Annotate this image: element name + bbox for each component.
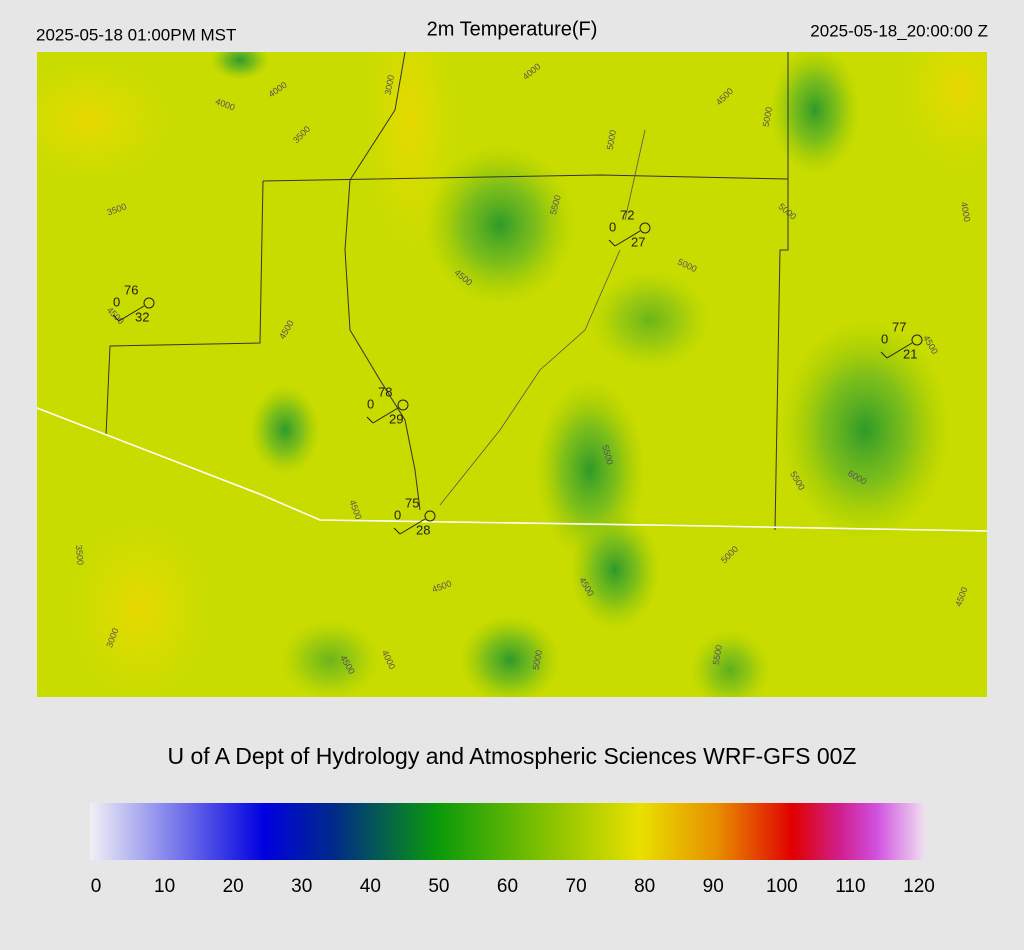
- route-line: [37, 407, 987, 532]
- boundaries: [105, 52, 789, 531]
- wind-speed: 32: [135, 309, 149, 324]
- temperature: 78: [378, 384, 392, 399]
- wind-barb: [880, 342, 913, 359]
- local-time: 2025-05-18 01:00PM MST: [36, 25, 236, 44]
- wind-barb: [112, 305, 145, 322]
- dewpoint: 0: [394, 507, 401, 522]
- colorbar-tick-label: 70: [566, 876, 587, 897]
- temperature: 75: [405, 495, 419, 510]
- cool-area: [210, 52, 270, 80]
- temperature: 72: [620, 207, 634, 222]
- colorbar-ticks: 0 10 20 30 40 50 60 70 80 90 100 110 120: [91, 876, 935, 897]
- temperature: 76: [124, 282, 138, 297]
- contour-label: 5000: [531, 649, 544, 670]
- cool-area: [425, 145, 575, 305]
- footer: U of A Dept of Hydrology and Atmospheric…: [167, 743, 856, 769]
- station-circle: [911, 334, 923, 346]
- cool-area: [570, 510, 660, 630]
- colorbar-tick-label: 100: [766, 876, 798, 897]
- cool-area: [590, 270, 710, 370]
- colorbar-tick-label: 0: [91, 876, 102, 897]
- cool-area: [250, 385, 320, 475]
- warm-area: [70, 520, 210, 697]
- dewpoint: 0: [367, 396, 374, 411]
- colorbar-tick-label: 10: [154, 876, 175, 897]
- colorbar-tick-label: 30: [291, 876, 312, 897]
- cool-area: [460, 615, 560, 697]
- colorbar-tick-label: 110: [835, 876, 865, 897]
- wind-speed: 28: [416, 522, 430, 537]
- wind-barb: [366, 407, 399, 424]
- colorbar-tick-label: 90: [703, 876, 724, 897]
- dewpoint: 0: [881, 331, 888, 346]
- wind-speed: 29: [389, 411, 403, 426]
- station-circle: [397, 399, 409, 411]
- station-circle: [639, 222, 651, 234]
- dewpoint: 0: [113, 294, 120, 309]
- contour-label: 5000: [761, 106, 774, 127]
- colorbar: [90, 803, 925, 860]
- wind-barb: [608, 230, 641, 247]
- colorbar-tick-label: 20: [223, 876, 244, 897]
- colorbar-tick-label: 80: [634, 876, 655, 897]
- wind-speed: 27: [631, 234, 645, 249]
- stations: 76 0 32 72 0 27 77 0 21 78 0 29 75 0 28: [112, 207, 923, 537]
- contour-label: 5500: [711, 644, 724, 665]
- wind-speed: 21: [903, 346, 917, 361]
- contour-label: 5000: [605, 129, 618, 150]
- contour-label: 3000: [383, 74, 396, 95]
- colorbar-tick-label: 50: [428, 876, 449, 897]
- contour-label: 3500: [74, 545, 86, 566]
- dewpoint: 0: [609, 219, 616, 234]
- colorbar-tick-label: 60: [497, 876, 518, 897]
- cool-area: [780, 320, 950, 540]
- cool-area: [770, 52, 860, 175]
- map-title: 2m Temperature(F): [427, 18, 598, 40]
- utc-time: 2025-05-18_20:00:00 Z: [810, 21, 988, 40]
- colorbar-tick-label: 120: [903, 876, 935, 897]
- colorbar-tick-label: 40: [360, 876, 381, 897]
- contour-label: 4000: [959, 201, 972, 222]
- cool-area: [690, 630, 770, 697]
- cool-area: [280, 620, 380, 697]
- warm-area: [37, 60, 170, 180]
- station-circle: [424, 510, 436, 522]
- temperature: 77: [892, 319, 906, 334]
- warm-area: [900, 52, 987, 170]
- wind-barb: [393, 518, 426, 535]
- station-circle: [143, 297, 155, 309]
